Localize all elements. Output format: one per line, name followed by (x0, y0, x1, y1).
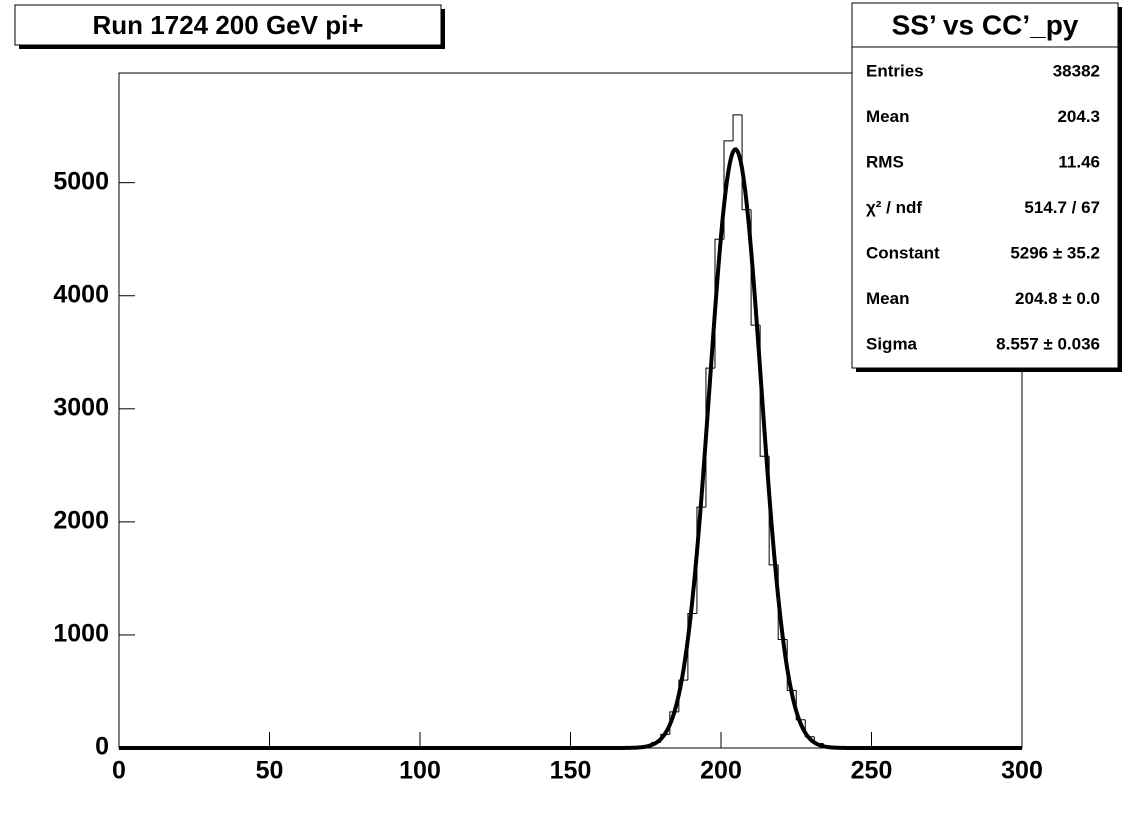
chart-title: Run 1724 200 GeV pi+ (93, 10, 364, 40)
histogram-bin (795, 690, 806, 721)
stats-title: SS’ vs CC’_py (892, 9, 1079, 40)
histogram-bin (687, 612, 697, 681)
y-tick-label: 3000 (53, 393, 109, 421)
y-tick-label: 2000 (53, 506, 109, 534)
histogram-bin (732, 114, 743, 141)
stats-value: 11.46 (1058, 152, 1100, 171)
y-tick-label: 0 (95, 733, 109, 761)
x-tick-label: 200 (700, 757, 742, 785)
stats-value: 204.8 ± 0.0 (1015, 289, 1100, 308)
stats-value: 38382 (1053, 61, 1100, 80)
y-tick-label: 4000 (53, 280, 109, 308)
stats-value: 8.557 ± 0.036 (996, 334, 1100, 353)
stats-label: Constant (866, 243, 940, 262)
stats-label: Mean (866, 107, 909, 126)
x-tick-label: 250 (851, 757, 893, 785)
x-tick-label: 50 (256, 757, 284, 785)
x-tick-label: 150 (550, 757, 592, 785)
stats-label: Entries (866, 61, 924, 80)
stats-frame (851, 2, 1119, 369)
x-tick-label: 0 (112, 757, 126, 785)
stats-label: Sigma (866, 334, 918, 353)
x-tick-label: 100 (399, 757, 441, 785)
stats-box: SS’ vs CC’_py (851, 2, 1122, 372)
histogram-bin (696, 506, 706, 614)
stats-label: RMS (866, 152, 904, 171)
histogram-bin (804, 719, 815, 738)
stats-label: χ² / ndf (866, 198, 922, 217)
x-tick-label: 300 (1001, 757, 1043, 785)
y-tick-label: 5000 (53, 167, 109, 195)
y-tick-label: 1000 (53, 620, 109, 648)
stats-value: 5296 ± 35.2 (1010, 243, 1100, 262)
fit-curve (118, 147, 1023, 750)
stats-label: Mean (866, 289, 909, 308)
title-box (14, 4, 442, 46)
stats-value: 204.3 (1057, 107, 1100, 126)
stats-value: 514.7 / 67 (1024, 198, 1100, 217)
